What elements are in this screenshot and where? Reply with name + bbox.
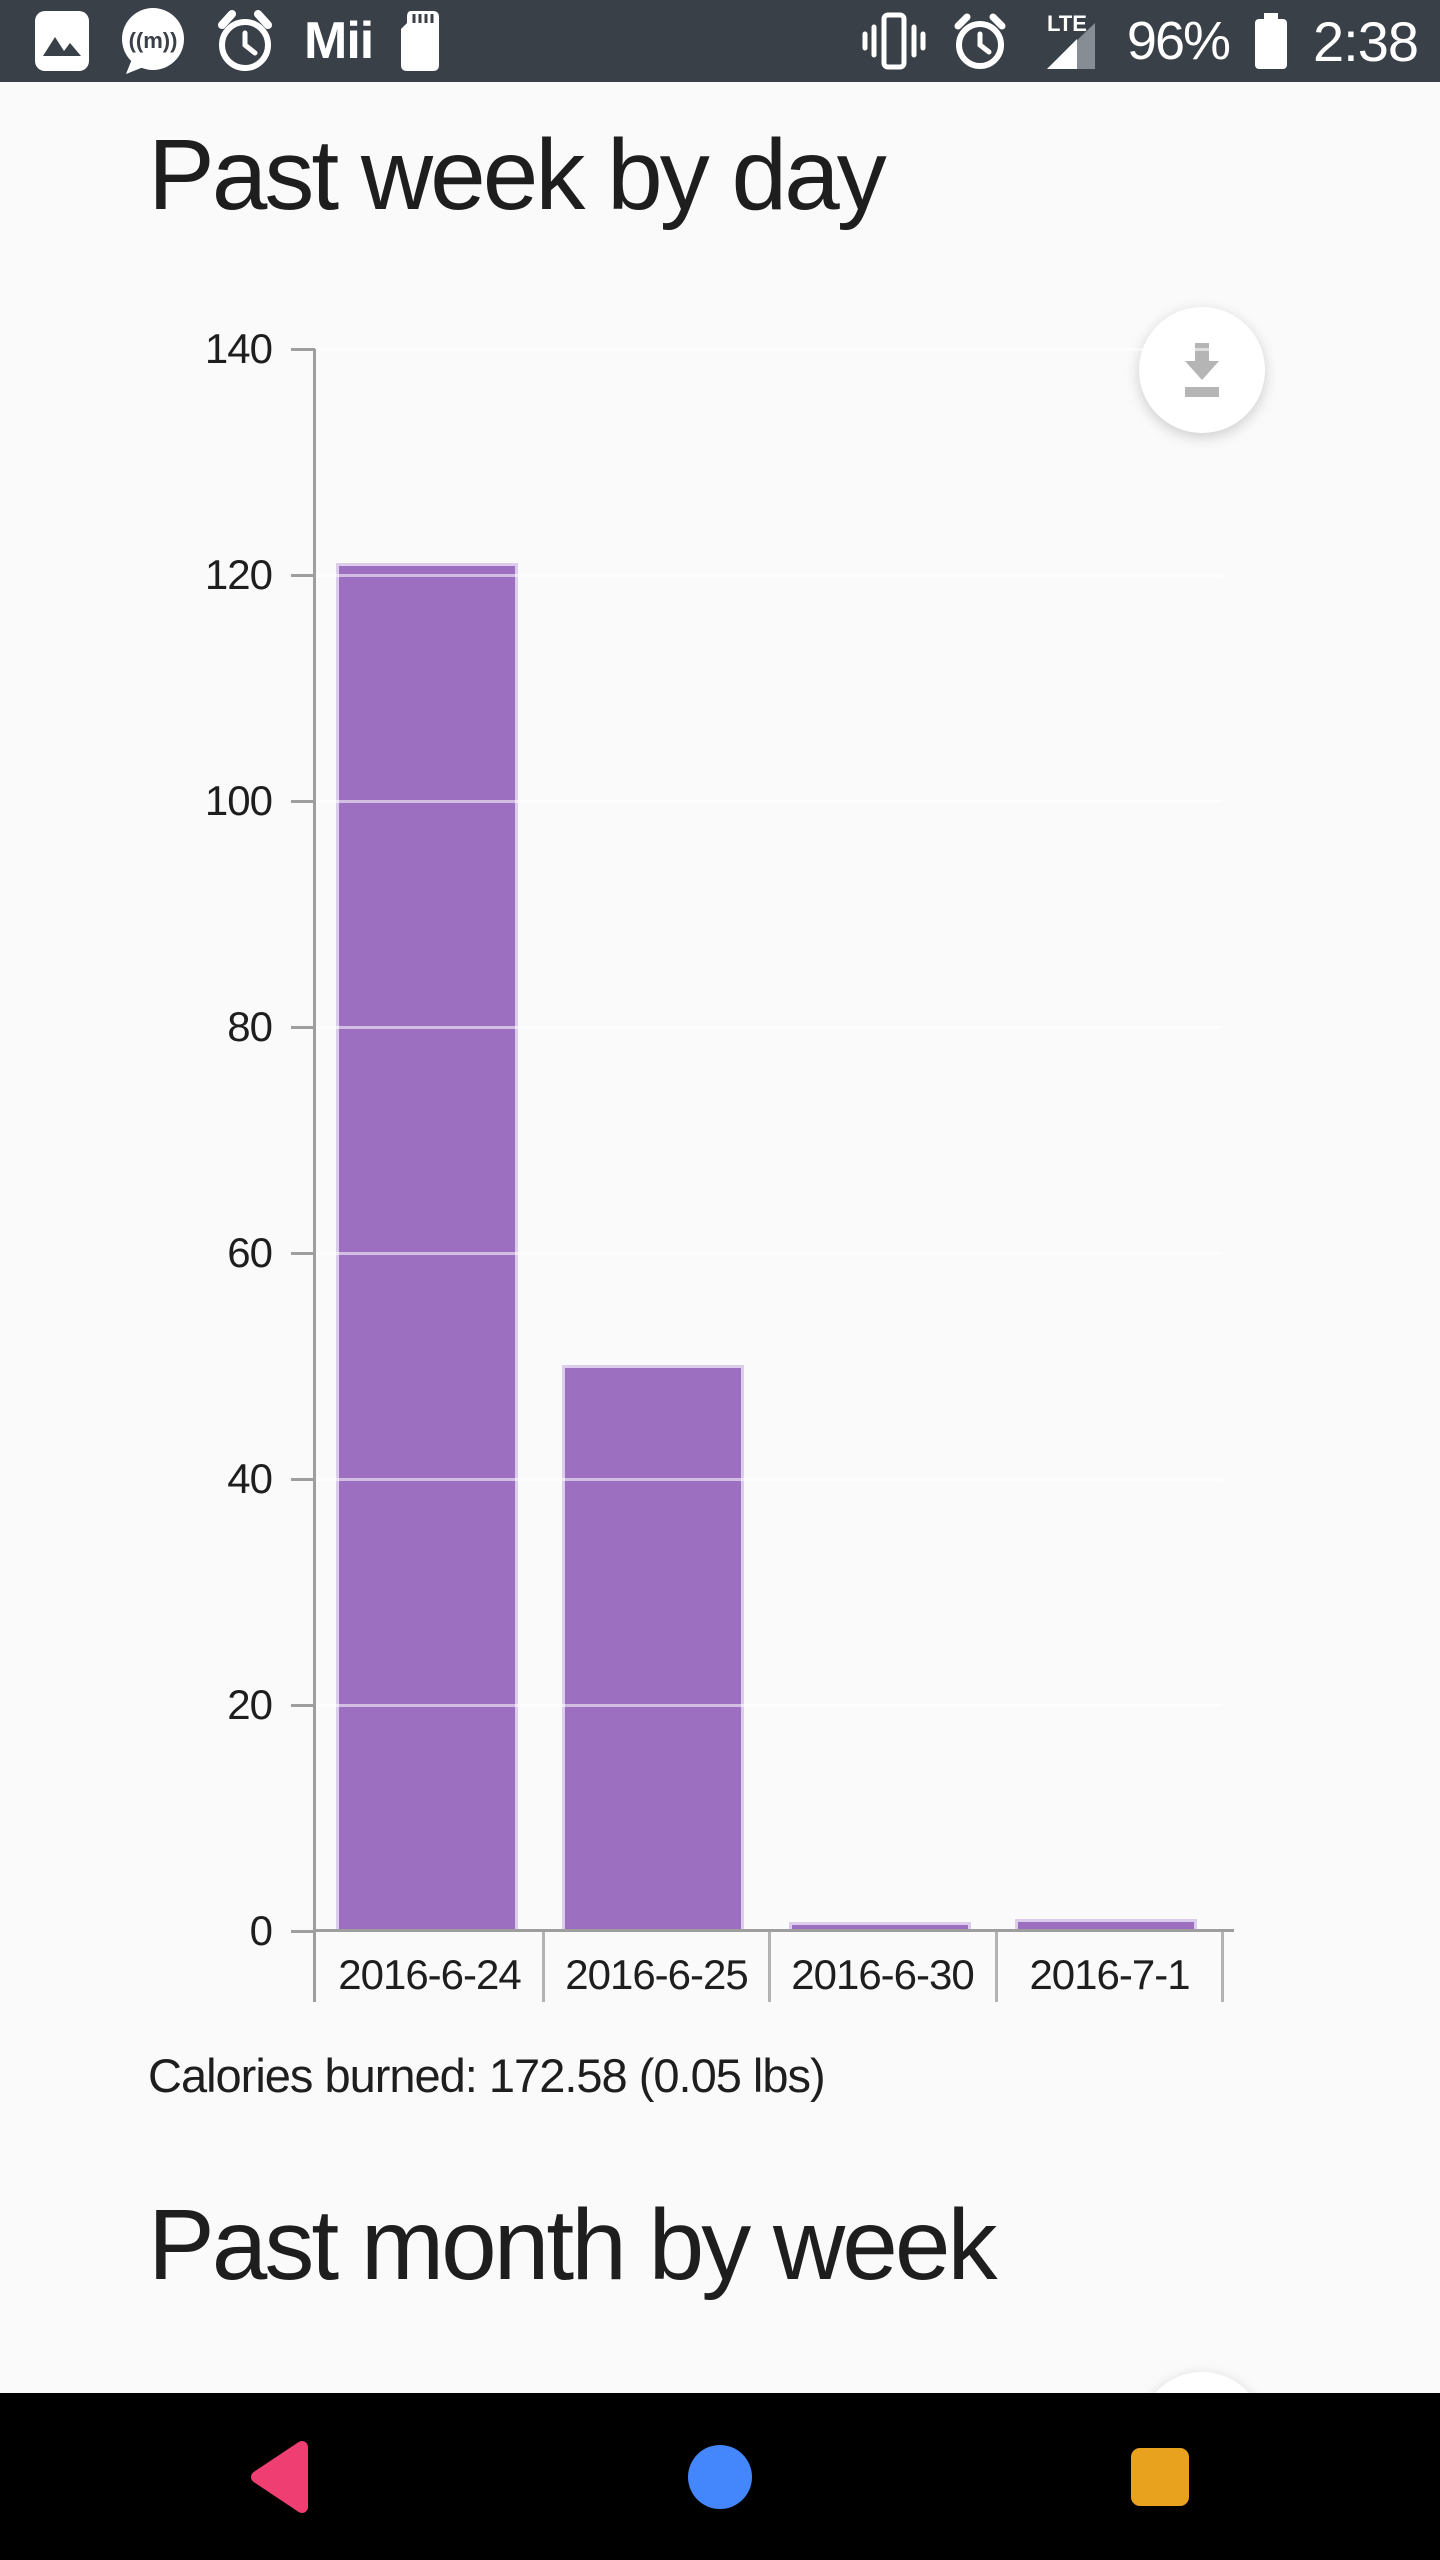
status-bar: ((m)) Mii <box>0 0 1440 82</box>
signal-icon: LTE <box>1046 11 1095 69</box>
home-button[interactable] <box>610 2393 830 2560</box>
y-axis-tick <box>291 800 315 803</box>
navigation-bar <box>0 2393 1440 2560</box>
y-axis-label: 80 <box>227 1003 273 1050</box>
x-axis-label: 2016-6-30 <box>791 1951 974 1998</box>
y-axis-label: 40 <box>227 1455 273 1502</box>
chart-bar <box>789 1922 971 1930</box>
svg-text:LTE: LTE <box>1047 11 1087 36</box>
svg-text:((m)): ((m)) <box>129 28 178 53</box>
gallery-icon <box>35 11 89 71</box>
back-button[interactable] <box>170 2393 390 2560</box>
y-axis-tick <box>291 1026 315 1029</box>
category-divider <box>542 1932 545 2002</box>
calories-summary: Calories burned: 172.58 (0.05 lbs) <box>148 2049 826 2102</box>
home-icon <box>688 2444 752 2509</box>
vibrate-icon <box>862 12 926 70</box>
battery-percent-label: 96% <box>1126 11 1231 71</box>
category-divider <box>768 1932 771 2002</box>
recents-button[interactable] <box>1050 2393 1270 2560</box>
y-axis-label: 60 <box>227 1229 273 1276</box>
carrier-label: Mii <box>304 12 374 70</box>
x-axis-label: 2016-6-25 <box>565 1951 748 1998</box>
back-icon <box>251 2440 308 2513</box>
sdcard-icon <box>401 11 440 71</box>
y-axis-label: 140 <box>204 325 273 372</box>
y-axis-tick <box>291 1704 315 1707</box>
status-bar-right: LTE 96% 2:38 <box>861 9 1440 74</box>
chart-bar <box>1015 1919 1197 1930</box>
battery-icon <box>1255 13 1287 69</box>
x-axis-label: 2016-6-24 <box>338 1951 521 1998</box>
alarm-icon <box>954 13 1006 69</box>
recents-icon <box>1131 2447 1189 2506</box>
category-divider <box>995 1932 998 2002</box>
y-axis-tick <box>291 574 315 577</box>
y-axis-line <box>313 349 316 2002</box>
alarm-clock-icon <box>218 10 272 71</box>
gridline <box>316 348 1222 351</box>
gridline <box>316 800 1222 803</box>
clock-label: 2:38 <box>1313 9 1419 73</box>
month-chart-title: Past month by week <box>148 2189 997 2301</box>
y-axis-tick <box>291 348 315 351</box>
status-bar-left: ((m)) Mii <box>0 0 440 82</box>
category-divider <box>1221 1932 1224 2002</box>
y-axis-label: 20 <box>227 1681 273 1728</box>
y-axis-label: 100 <box>204 777 273 824</box>
chart-bar <box>562 1365 744 1930</box>
y-axis-tick <box>291 1252 315 1255</box>
gridline <box>316 1704 1222 1707</box>
x-axis-label: 2016-7-1 <box>1029 1951 1190 1998</box>
week-chart-title: Past week by day <box>148 119 887 231</box>
gridline <box>316 1478 1222 1481</box>
download-week-chart-button[interactable] <box>1139 307 1265 433</box>
gridline <box>316 1252 1222 1255</box>
y-axis-tick <box>291 1930 315 1933</box>
y-axis-label: 120 <box>204 551 273 598</box>
chart-bar <box>336 563 518 1930</box>
gridline <box>316 1026 1222 1029</box>
x-axis-line <box>313 1929 1234 1932</box>
y-axis-label: 0 <box>249 1907 273 1954</box>
download-icon <box>1185 343 1219 397</box>
gridline <box>316 574 1222 577</box>
y-axis-tick <box>291 1478 315 1481</box>
messaging-icon: ((m)) <box>122 8 184 74</box>
